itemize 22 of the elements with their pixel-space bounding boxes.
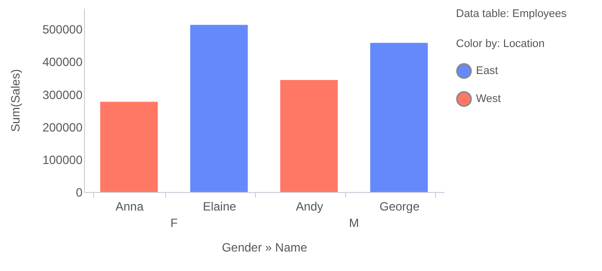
y-tick-label: 200000 <box>42 120 83 134</box>
text: M <box>349 216 359 230</box>
bar <box>370 42 428 192</box>
text: F <box>170 216 178 230</box>
bar <box>190 24 248 192</box>
y-tick-label: 500000 <box>42 22 83 37</box>
y-tick-label: 100000 <box>42 152 83 167</box>
legend-title: Color by: Location <box>456 38 545 50</box>
x-axis-title: Gender » Name <box>222 240 308 254</box>
x-tick-label: George <box>379 200 420 214</box>
x-tick-label: Elaine <box>202 200 237 214</box>
y-tick-label: 300000 <box>42 88 83 102</box>
text: Data table: Employees <box>456 8 568 20</box>
x-tick-label: Anna <box>115 200 144 214</box>
bar <box>280 80 338 192</box>
legend-label: West <box>476 93 501 105</box>
y-tick-label: 400000 <box>42 55 83 70</box>
x-tick-label: Andy <box>296 200 324 214</box>
bar <box>100 102 158 192</box>
legend-label: East <box>476 65 498 77</box>
y-axis-title: Sum(Sales) <box>8 69 22 132</box>
y-tick-label: 0 <box>76 186 83 200</box>
